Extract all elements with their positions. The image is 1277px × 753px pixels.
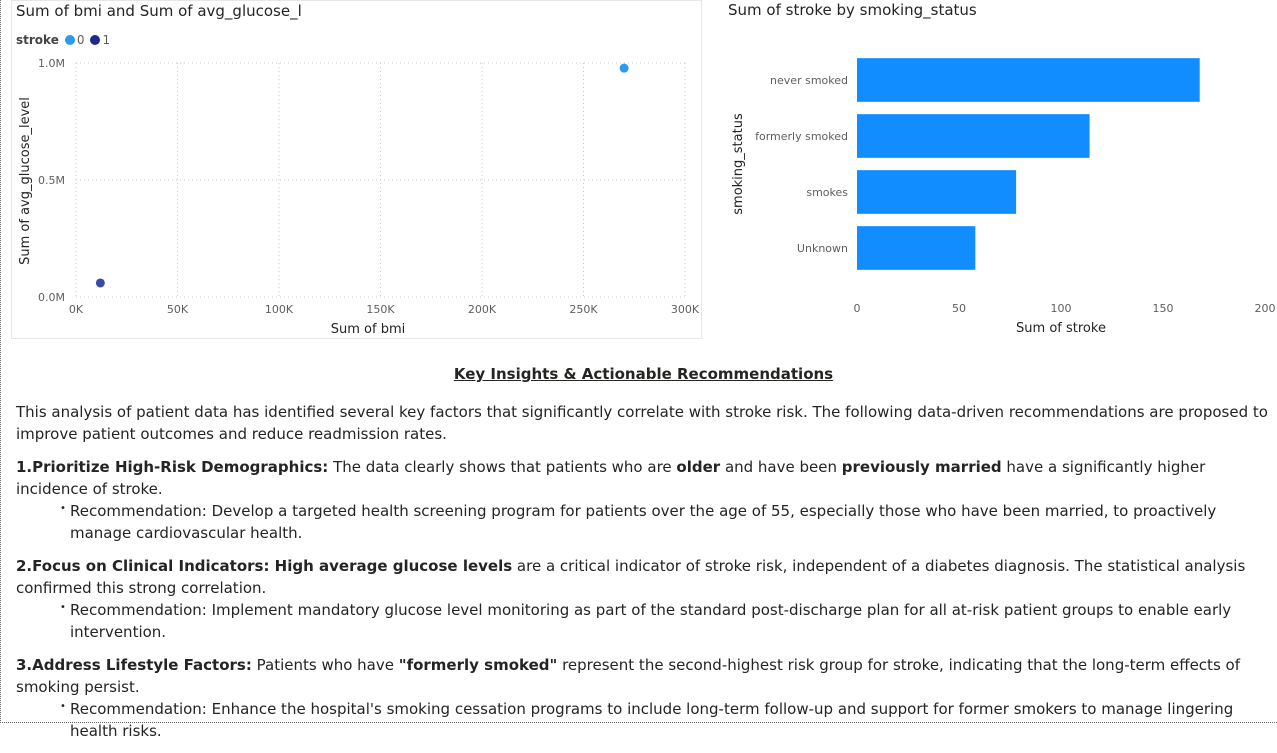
bullet-icon: • — [60, 602, 66, 613]
scatter-chart-visual[interactable]: Sum of bmi and Sum of avg_glucose_level … — [11, 0, 702, 339]
y-axis-title: Sum of avg_glucose_level — [18, 97, 33, 265]
recommendation-text: Recommendation: Enhance the hospital's s… — [70, 700, 1234, 740]
category-label: never smoked — [770, 74, 848, 87]
y-axis-title: smoking_status — [731, 113, 746, 215]
x-axis-title: Sum of bmi — [331, 322, 405, 337]
x-tick-label: 0K — [69, 303, 84, 316]
scatter-point-stroke-0[interactable] — [619, 63, 629, 73]
insights-intro: This analysis of patient data has identi… — [16, 403, 1268, 443]
legend-item-0[interactable]: 0 — [64, 33, 85, 47]
point-title: 1.Prioritize High-Risk Demographics: — [16, 458, 329, 476]
bar-chart-visual[interactable]: Sum of stroke by smoking_status never sm… — [706, 0, 1277, 340]
recommendation-2: • Recommendation: Implement mandatory glu… — [16, 599, 1271, 643]
point-title: 2.Focus on Clinical Indicators: — [16, 557, 270, 575]
point-emphasis: older — [676, 458, 721, 476]
recommendation-text: Recommendation: Implement mandatory gluc… — [70, 601, 1232, 641]
insight-point-2: 2.Focus on Clinical Indicators: High ave… — [16, 555, 1271, 643]
bar-chart-title: Sum of stroke by smoking_status — [728, 1, 977, 19]
insight-point-1: 1.Prioritize High-Risk Demographics: The… — [16, 456, 1271, 544]
scatter-plot: 0K 50K 100K 150K 200K 250K 300K 0.0M 0.5M 1.0M S… — [18, 57, 700, 337]
x-tick-label: 150 — [1153, 302, 1174, 315]
x-tick-label: 200 — [1255, 302, 1276, 315]
legend-dot-1 — [90, 35, 101, 45]
category-label: Unknown — [797, 242, 848, 255]
category-label: smokes — [806, 186, 848, 199]
bar-formerly-smoked[interactable] — [857, 114, 1090, 158]
scatter-chart-title: Sum of bmi and Sum of avg_glucose_level … — [16, 2, 301, 20]
x-tick-label: 200K — [468, 303, 497, 316]
x-tick-label: 50K — [167, 303, 189, 316]
point-text: Patients who have — [251, 656, 399, 674]
y-tick-label: 0.0M — [38, 291, 65, 304]
insights-textbox: Key Insights & Actionable Recommendation… — [16, 363, 1271, 753]
insight-point-1-text: 1.Prioritize High-Risk Demographics: The… — [16, 456, 1271, 500]
point-title: 3.Address Lifestyle Factors: — [16, 656, 252, 674]
point-emphasis: "formerly smoked" — [398, 656, 558, 674]
legend-title: stroke — [16, 33, 59, 47]
legend-item-1[interactable]: 1 — [90, 33, 110, 47]
legend-label-1: 1 — [102, 33, 111, 47]
x-tick-label: 50 — [952, 302, 966, 315]
bar-never-smoked[interactable] — [857, 58, 1200, 102]
point-text: The data clearly shows that patients who… — [328, 458, 677, 476]
x-tick-label: 100 — [1051, 302, 1072, 315]
x-axis-title: Sum of stroke — [1016, 321, 1106, 336]
x-tick-label: 100K — [265, 303, 294, 316]
scatter-point-stroke-1[interactable] — [95, 278, 105, 288]
scatter-legend: stroke 0 1 — [16, 33, 110, 47]
y-tick-label: 1.0M — [38, 57, 65, 70]
insight-point-2-text: 2.Focus on Clinical Indicators: High ave… — [16, 555, 1271, 599]
point-text: represent the second-highest risk group … — [16, 656, 1240, 696]
bar-smokes[interactable] — [857, 170, 1017, 214]
bullet-icon: • — [60, 503, 66, 514]
recommendation-1: • Recommendation: Develop a targeted heal… — [16, 500, 1271, 544]
point-text: are a critical indicator of stroke risk,… — [16, 557, 1246, 597]
x-tick-label: 0 — [854, 302, 861, 315]
legend-label-0: 0 — [76, 33, 85, 47]
category-label: formerly smoked — [755, 130, 848, 143]
point-emphasis: previously married — [841, 458, 1002, 476]
recommendation-text: Recommendation: Develop a targeted healt… — [70, 502, 1217, 542]
y-tick-label: 0.5M — [38, 174, 65, 187]
bullet-icon: • — [60, 701, 66, 712]
bar-unknown[interactable] — [857, 226, 976, 270]
point-text: have a significantly higher incidence of… — [16, 458, 1206, 498]
recommendation-3: • Recommendation: Enhance the hospital's … — [16, 698, 1271, 742]
bar-plot: never smoked formerly smoked smokes Unknown… — [731, 58, 1276, 336]
insight-point-3: 3.Address Lifestyle Factors: Patients wh… — [16, 654, 1271, 742]
x-tick-label: 150K — [366, 303, 395, 316]
point-emphasis: High average glucose levels — [269, 557, 513, 575]
insight-point-3-text: 3.Address Lifestyle Factors: Patients wh… — [16, 654, 1271, 698]
legend-dot-0 — [64, 35, 75, 45]
insights-heading: Key Insights & Actionable Recommendation… — [453, 365, 834, 383]
point-text: and have been — [720, 458, 842, 476]
x-tick-label: 300K — [671, 303, 700, 316]
x-tick-label: 250K — [569, 303, 598, 316]
